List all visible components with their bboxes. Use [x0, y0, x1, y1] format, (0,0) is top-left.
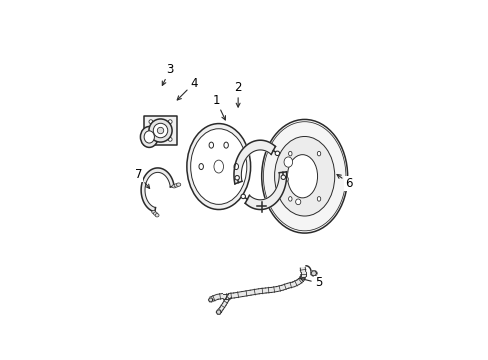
Polygon shape: [233, 140, 275, 184]
Polygon shape: [242, 290, 250, 297]
Polygon shape: [233, 292, 242, 298]
Polygon shape: [281, 283, 288, 290]
Ellipse shape: [199, 163, 203, 170]
Polygon shape: [223, 293, 228, 298]
Ellipse shape: [149, 120, 152, 123]
Ellipse shape: [157, 127, 163, 134]
Bar: [144, 116, 176, 145]
Polygon shape: [258, 288, 265, 294]
Polygon shape: [300, 267, 305, 272]
Ellipse shape: [284, 157, 292, 167]
Ellipse shape: [149, 138, 152, 141]
Polygon shape: [208, 298, 212, 302]
Polygon shape: [270, 287, 277, 292]
Polygon shape: [299, 275, 305, 280]
Polygon shape: [265, 287, 271, 293]
Ellipse shape: [241, 194, 245, 199]
Polygon shape: [220, 303, 225, 310]
Text: 5: 5: [300, 276, 322, 289]
Polygon shape: [276, 285, 283, 292]
Ellipse shape: [153, 212, 157, 215]
Ellipse shape: [186, 123, 250, 210]
Ellipse shape: [317, 197, 320, 201]
Ellipse shape: [174, 184, 178, 187]
Ellipse shape: [149, 119, 172, 142]
Ellipse shape: [214, 160, 223, 173]
Ellipse shape: [234, 176, 239, 180]
Ellipse shape: [140, 126, 158, 147]
Text: 2: 2: [234, 81, 242, 107]
Ellipse shape: [288, 197, 291, 201]
Ellipse shape: [144, 131, 154, 143]
Ellipse shape: [168, 120, 172, 123]
Polygon shape: [244, 172, 286, 210]
Polygon shape: [292, 280, 299, 287]
Ellipse shape: [288, 151, 291, 156]
Text: 3: 3: [162, 63, 174, 85]
Polygon shape: [300, 272, 305, 276]
Polygon shape: [222, 299, 228, 305]
Polygon shape: [216, 310, 221, 314]
Ellipse shape: [224, 142, 228, 148]
Ellipse shape: [190, 129, 246, 204]
Ellipse shape: [234, 163, 238, 170]
Ellipse shape: [285, 177, 288, 181]
Ellipse shape: [287, 155, 317, 198]
Text: 7: 7: [134, 168, 149, 188]
Ellipse shape: [155, 213, 159, 217]
Polygon shape: [217, 293, 223, 299]
Polygon shape: [217, 307, 223, 313]
Ellipse shape: [295, 199, 300, 205]
Polygon shape: [310, 271, 316, 276]
Ellipse shape: [172, 185, 176, 188]
Ellipse shape: [281, 175, 285, 180]
Polygon shape: [296, 278, 303, 284]
Polygon shape: [209, 294, 218, 302]
Text: 4: 4: [177, 77, 197, 100]
Ellipse shape: [153, 123, 167, 138]
Polygon shape: [141, 168, 174, 212]
Polygon shape: [287, 282, 294, 288]
Text: 6: 6: [336, 175, 352, 190]
Ellipse shape: [310, 270, 317, 276]
Ellipse shape: [261, 120, 347, 233]
Ellipse shape: [209, 142, 213, 148]
Ellipse shape: [274, 136, 334, 216]
Ellipse shape: [151, 210, 155, 213]
Ellipse shape: [176, 183, 181, 186]
Ellipse shape: [317, 151, 320, 156]
Polygon shape: [225, 295, 231, 301]
Ellipse shape: [275, 151, 279, 156]
Ellipse shape: [168, 138, 172, 141]
Polygon shape: [228, 293, 234, 298]
Polygon shape: [250, 289, 259, 295]
Text: 1: 1: [212, 94, 225, 120]
